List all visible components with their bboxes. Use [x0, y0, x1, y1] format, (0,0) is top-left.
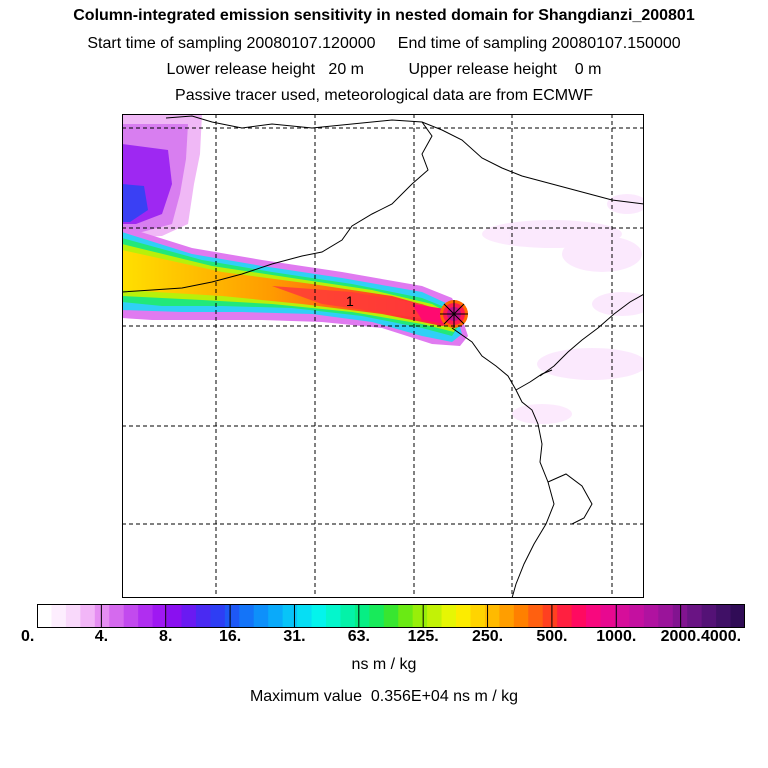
colorbar-tick-label: 16.	[218, 628, 242, 645]
colorbar-segment	[354, 604, 370, 628]
colorbar-segment	[311, 604, 327, 628]
colorbar-segment	[239, 604, 255, 628]
colorbar-tick-label: 1000.	[596, 628, 637, 645]
colorbar-segment	[701, 604, 717, 628]
colorbar-segment	[456, 604, 472, 628]
colorbar-tick-label: 125.	[407, 628, 439, 645]
colorbar-segment	[513, 604, 529, 628]
colorbar-segment	[167, 604, 183, 628]
map-grid	[122, 114, 644, 598]
colorbar-segment	[253, 604, 269, 628]
colorbar-border	[37, 604, 745, 628]
colorbar-segment	[730, 604, 745, 628]
colorbar-segment	[716, 604, 732, 628]
colorbar-tick-label: 63.	[347, 628, 370, 645]
colorbar-segment	[629, 604, 645, 628]
colorbar-segment	[643, 604, 659, 628]
colorbar-tick-label: 2000.	[660, 628, 701, 645]
colorbar-tick-label: 4.	[94, 628, 109, 645]
colorbar-tick-label: 500.	[536, 628, 568, 645]
colorbar-segment	[542, 604, 558, 628]
colorbar-segment	[427, 604, 443, 628]
release-height-line: Lower release height 20 m Upper release …	[166, 61, 602, 78]
colorbar-segment	[224, 604, 240, 628]
chart-title: Column-integrated emission sensitivity i…	[73, 7, 695, 24]
colorbar-tick-label: 8.	[159, 628, 173, 645]
main-plume	[122, 226, 468, 346]
colorbar-segment	[484, 604, 500, 628]
emission-sensitivity-map: 1	[122, 114, 644, 598]
colorbar-segment	[412, 604, 428, 628]
colorbar-segment	[282, 604, 298, 628]
colorbar-tick-label: 0.	[21, 628, 35, 645]
colorbar-segment	[109, 604, 125, 628]
colorbar-segment	[37, 604, 53, 628]
colorbar-segment	[51, 604, 67, 628]
colorbar-segment	[398, 604, 414, 628]
colorbar-tick-label: 4000.	[701, 628, 742, 645]
colorbar-segment	[195, 604, 211, 628]
colorbar-segment	[571, 604, 587, 628]
colorbar-segment	[586, 604, 602, 628]
colorbar-segment	[528, 604, 544, 628]
colorbar-segment	[297, 604, 313, 628]
colorbar-segment	[499, 604, 515, 628]
receptor-marker	[440, 300, 468, 328]
colorbar-segment	[340, 604, 356, 628]
colorbar-tick-label: 250.	[471, 628, 504, 645]
colorbar-segment	[325, 604, 342, 628]
colorbar-ticks: 0. 4. 8. 16. 31. 63. 125. 250. 500. 1000. 2000. 400…	[0, 628, 768, 650]
colorbar-segment	[383, 604, 399, 628]
colorbar-segment	[80, 604, 96, 628]
colorbar-tick-label: 31.	[283, 628, 306, 645]
faint-sensitivity-patches	[482, 194, 644, 424]
colorbar-segment	[614, 604, 631, 628]
colorbar-segment	[181, 604, 197, 628]
colorbar-segment	[470, 604, 486, 628]
annotation-label: 1	[346, 293, 354, 309]
colorbar-segment	[65, 604, 81, 628]
maximum-value-text: Maximum value 0.356E+04 ns m / kg	[249, 688, 519, 705]
colorbar-segment	[658, 604, 674, 628]
colorbar-segment	[210, 604, 226, 628]
colorbar-segment	[152, 604, 168, 628]
colorbar-segment	[600, 604, 616, 628]
colorbar-unit: ns m / kg	[351, 656, 417, 673]
colorbar-segment	[94, 604, 110, 628]
colorbar-segment	[557, 604, 573, 628]
sampling-time-line: Start time of sampling 20080107.120000 E…	[87, 35, 681, 52]
colorbar-segment	[687, 604, 703, 628]
colorbar-segment	[441, 604, 457, 628]
upper-left-sensitivity-blob	[122, 114, 202, 238]
tracer-info-line: Passive tracer used, meteorological data…	[175, 87, 593, 104]
colorbar-segment	[138, 604, 154, 628]
colorbar-segment	[369, 604, 385, 628]
colorbar-segment	[268, 604, 284, 628]
colorbar-segment	[123, 604, 139, 628]
colorbar	[37, 604, 745, 628]
